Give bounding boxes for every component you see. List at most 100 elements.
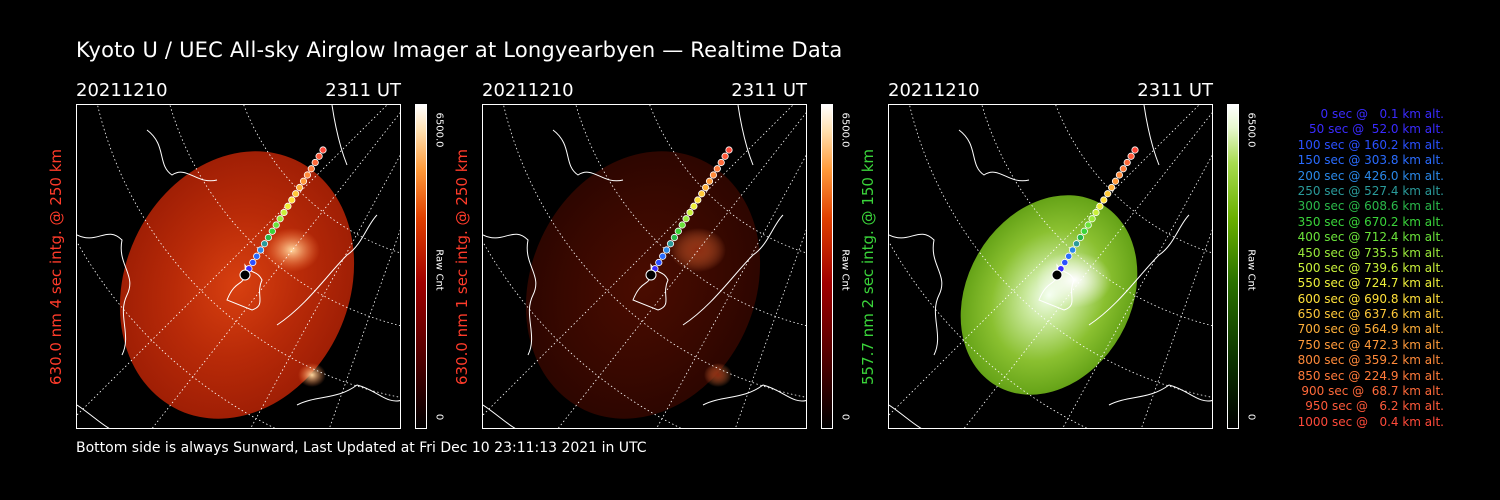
station-marker [645,269,657,281]
legend-row: 400 sec @ 712.4 km alt. [1297,230,1444,245]
legend-row: 50 sec @ 52.0 km alt. [1309,122,1444,137]
trajectory-point [1088,215,1096,223]
trajectory-point [709,171,717,179]
station-marker [1051,269,1063,281]
trajectory-point [1119,165,1127,173]
trajectory-point [1123,158,1131,167]
panel-ylabel: 630.0 nm 1 sec intg. @ 250 km [453,148,471,385]
legend-row: 700 sec @ 564.9 km alt. [1297,322,1444,337]
trajectory-point [268,227,276,235]
colorbar [415,104,427,429]
trajectory-point [659,252,667,260]
legend-row: 200 sec @ 426.0 km alt. [1297,168,1444,183]
allsky-image [888,104,1213,429]
airglow-panel-630-4s: 20211210 2311 UT 630.0 nm 4 sec intg. @ … [47,80,486,430]
satellite-trajectory [1051,146,1139,281]
colorbar-max-label: 6500.0 [839,112,851,148]
trajectory-point [705,177,714,185]
trajectory-point [702,183,710,192]
airglow-panel-557-2s: 20211210 2311 UT 557.7 nm 2 sec intg. @ … [859,80,1298,430]
colorbar-min-label: 0 [433,413,445,421]
trajectory-point [272,221,280,229]
panel-time: 2311 UT [1137,80,1213,101]
trajectory-point [682,215,690,223]
trajectory-point [666,240,675,248]
legend-row: 900 sec @ 68.7 km alt. [1301,384,1444,399]
aurora-bright-region [298,363,326,387]
aurora-bright-region [264,228,320,272]
legend-row: 500 sec @ 739.6 km alt. [1297,260,1444,275]
legend-row: 350 sec @ 670.2 km alt. [1297,214,1444,229]
trajectory-point [1096,202,1104,210]
panel-date: 20211210 [888,80,980,101]
trajectory-point [292,190,300,198]
trajectory-point [655,258,663,267]
trajectory-point [296,183,304,192]
trajectory-point [1108,183,1116,192]
aurora-bright-region [704,363,732,387]
trajectory-point [674,227,682,235]
page-title: Kyoto U / UEC All-sky Airglow Imager at … [76,38,843,62]
trajectory-point [1100,196,1108,204]
trajectory-point [1115,171,1123,179]
legend-row: 0 sec @ 0.1 km alt. [1320,107,1445,121]
colorbar-min-label: 0 [839,413,851,421]
colorbar-unit-label: Raw Cnt [433,249,445,291]
legend-row: 850 sec @ 224.9 km alt. [1297,368,1444,383]
trajectory-point [1131,146,1139,154]
airglow-disc [525,151,761,419]
satellite-trajectory [239,146,327,281]
airglow-panel-630-1s: 20211210 2311 UT 630.0 nm 1 sec intg. @ … [453,80,892,430]
legend-row: 150 sec @ 303.8 km alt. [1297,153,1444,168]
trajectory-legend: 0 sec @ 0.1 km alt. 50 sec @ 52.0 km alt.… [1262,107,1444,430]
graticule [889,105,1212,428]
trajectory-point [1111,177,1120,185]
coastline [77,105,400,428]
legend-row: 550 sec @ 724.7 km alt. [1297,276,1444,291]
trajectory-point [1127,152,1135,160]
panel-date: 20211210 [76,80,168,101]
trajectory-point [299,177,308,185]
coastline [889,105,1212,428]
trajectory-point [721,152,729,160]
trajectory-point [280,208,288,217]
satellite-trajectory [645,146,733,281]
legend-row: 100 sec @ 160.2 km alt. [1297,137,1444,152]
trajectory-point [698,190,706,198]
graticule [77,105,400,428]
trajectory-point [725,146,733,154]
legend-row: 750 sec @ 472.3 km alt. [1297,337,1444,352]
legend-row: 950 sec @ 6.2 km alt. [1305,399,1444,414]
trajectory-point [264,233,272,242]
coastline [483,105,806,428]
trajectory-point [1092,208,1100,217]
trajectory-point [678,221,686,229]
trajectory-point [713,165,721,173]
allsky-image [482,104,807,429]
trajectory-point [663,246,671,254]
legend-row: 300 sec @ 608.6 km alt. [1297,199,1444,214]
colorbar-min-label: 0 [1245,413,1257,421]
trajectory-point [253,252,261,260]
trajectory-point [307,165,315,173]
legend-row: 450 sec @ 735.5 km alt. [1297,245,1444,260]
trajectory-point [311,158,319,167]
trajectory-point [319,146,327,154]
trajectory-point [690,202,698,210]
panel-ylabel: 630.0 nm 4 sec intg. @ 250 km [47,148,65,385]
trajectory-point [315,152,323,160]
station-marker [239,269,251,281]
trajectory-point [1080,227,1088,235]
trajectory-point [284,202,292,210]
trajectory-point [303,171,311,179]
graticule [483,105,806,428]
colorbar-unit-label: Raw Cnt [839,249,851,291]
legend-row: 800 sec @ 359.2 km alt. [1297,353,1444,368]
trajectory-point [260,240,269,248]
trajectory-point [1076,233,1084,242]
panel-date: 20211210 [482,80,574,101]
legend-row: 250 sec @ 527.4 km alt. [1297,183,1444,198]
colorbar [821,104,833,429]
aurora-bright-region [670,228,726,272]
trajectory-point [1061,258,1069,267]
